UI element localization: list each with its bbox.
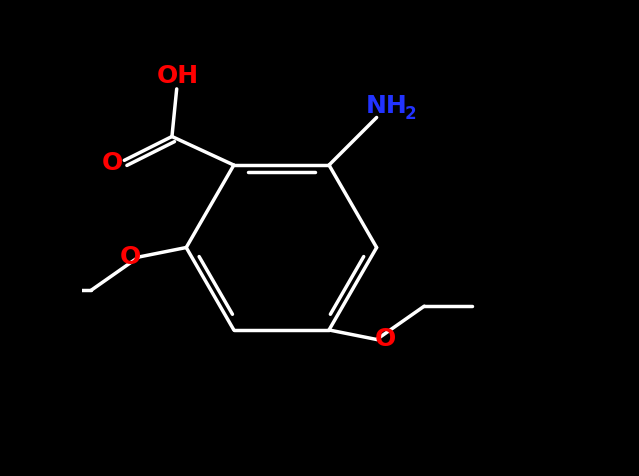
Text: 2: 2 bbox=[404, 105, 416, 123]
Text: O: O bbox=[374, 327, 396, 351]
Text: O: O bbox=[102, 151, 123, 175]
Text: NH: NH bbox=[366, 94, 407, 118]
Text: O: O bbox=[119, 245, 141, 269]
Text: OH: OH bbox=[157, 64, 199, 88]
